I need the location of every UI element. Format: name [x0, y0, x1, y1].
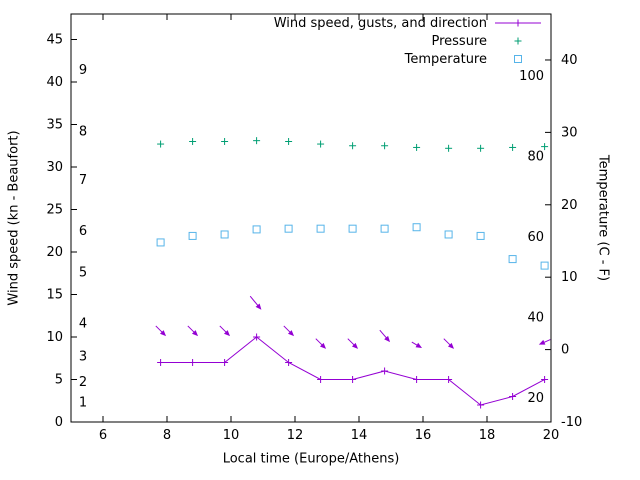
svg-text:15: 15 — [46, 288, 63, 303]
svg-text:16: 16 — [415, 428, 432, 443]
svg-text:60: 60 — [527, 230, 544, 245]
plot-border — [70, 13, 552, 423]
svg-text:7: 7 — [79, 173, 87, 188]
svg-text:20: 20 — [527, 391, 544, 406]
svg-text:6: 6 — [79, 224, 87, 239]
series-pressure — [157, 137, 549, 152]
svg-text:-10: -10 — [561, 415, 582, 430]
x-axis: 6 8 10 12 14 16 18 20 — [99, 14, 559, 443]
svg-text:18: 18 — [479, 428, 496, 443]
svg-text:20: 20 — [543, 428, 560, 443]
svg-text:30: 30 — [46, 160, 63, 175]
svg-text:40: 40 — [561, 53, 578, 68]
svg-text:Wind speed, gusts, and directi: Wind speed, gusts, and direction — [274, 16, 487, 31]
svg-text:6: 6 — [99, 428, 107, 443]
svg-text:35: 35 — [46, 118, 63, 133]
svg-text:40: 40 — [527, 310, 544, 325]
series-wind-speed — [157, 333, 549, 409]
svg-text:0: 0 — [561, 343, 569, 358]
svg-text:8: 8 — [163, 428, 171, 443]
beaufort-inner-labels: 1 2 3 4 5 6 7 8 9 — [79, 63, 87, 410]
svg-text:10: 10 — [223, 428, 240, 443]
svg-text:Temperature: Temperature — [404, 52, 487, 67]
svg-text:20: 20 — [46, 245, 63, 260]
svg-text:5: 5 — [79, 265, 87, 280]
wind-direction-arrows — [155, 295, 551, 349]
svg-text:2: 2 — [79, 375, 87, 390]
y-axis-label-right: Temperature (C - F) — [595, 154, 611, 282]
svg-text:4: 4 — [79, 316, 87, 331]
fahrenheit-inner-labels: 20 40 60 80 100 — [519, 69, 544, 406]
svg-text:14: 14 — [351, 428, 368, 443]
series-temperature — [156, 223, 549, 270]
svg-text:5: 5 — [55, 373, 63, 388]
x-axis-label: Local time (Europe/Athens) — [222, 451, 400, 467]
y-axis-label-left: Wind speed (kn - Beaufort) — [6, 130, 22, 306]
svg-text:40: 40 — [46, 75, 63, 90]
svg-text:30: 30 — [561, 125, 578, 140]
svg-text:1: 1 — [79, 395, 87, 410]
svg-text:12: 12 — [287, 428, 304, 443]
svg-text:10: 10 — [561, 270, 578, 285]
svg-text:9: 9 — [79, 63, 87, 78]
svg-text:10: 10 — [46, 330, 63, 345]
svg-text:0: 0 — [55, 415, 63, 430]
svg-text:8: 8 — [79, 124, 87, 139]
legend: Wind speed, gusts, and direction Pressure… — [274, 16, 541, 67]
svg-text:25: 25 — [46, 203, 63, 218]
svg-text:20: 20 — [561, 198, 578, 213]
svg-text:45: 45 — [46, 33, 63, 48]
svg-text:80: 80 — [527, 150, 544, 165]
y-axis-left: 0 5 10 15 20 25 30 35 40 45 — [46, 33, 77, 430]
svg-text:100: 100 — [519, 69, 544, 84]
svg-text:3: 3 — [79, 350, 87, 365]
svg-text:Pressure: Pressure — [431, 34, 487, 49]
y-axis-right: -10 0 10 20 30 40 — [545, 53, 582, 430]
